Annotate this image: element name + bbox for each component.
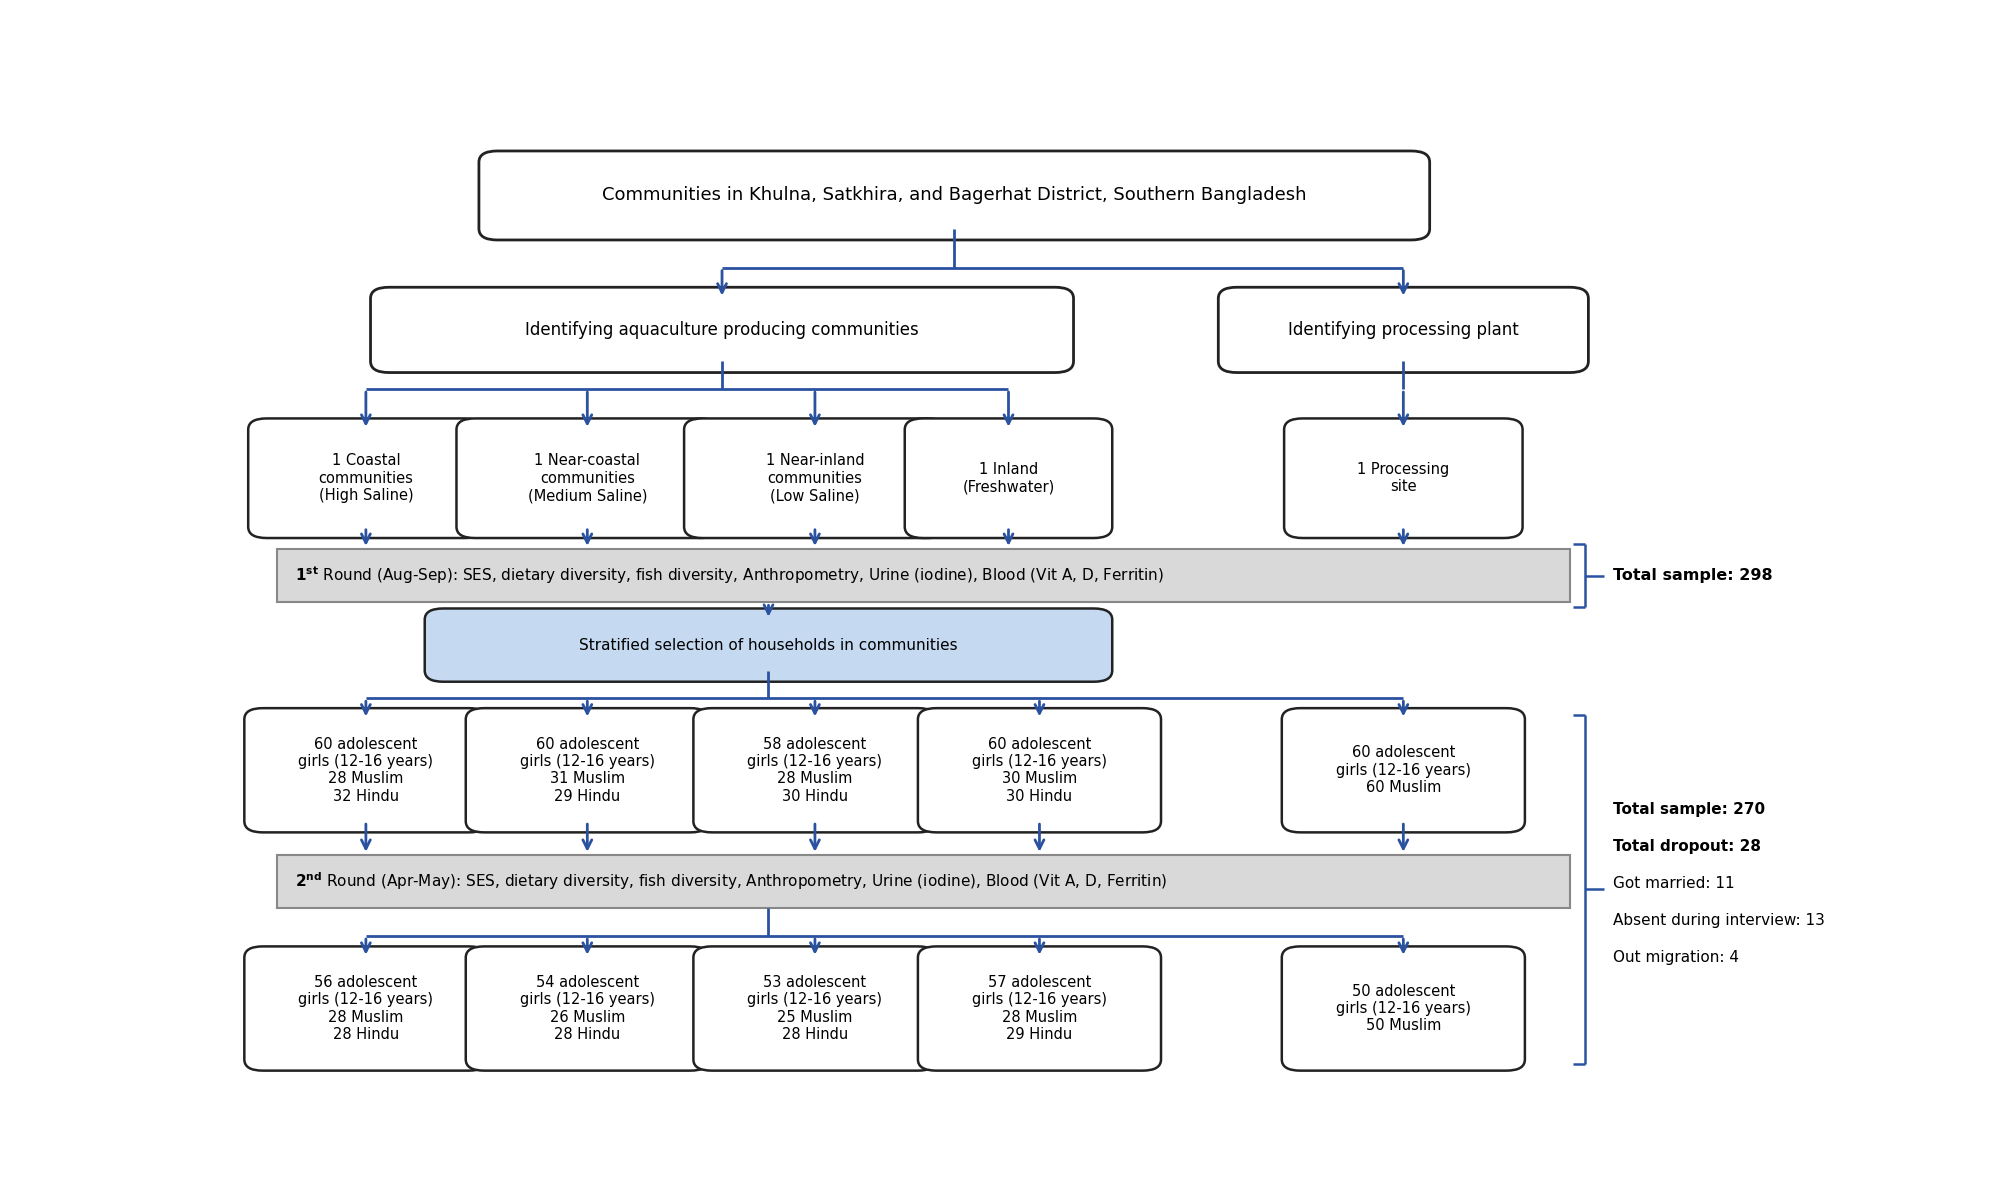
Text: 56 adolescent
girls (12-16 years)
28 Muslim
28 Hindu: 56 adolescent girls (12-16 years) 28 Mus… (298, 975, 434, 1043)
FancyBboxPatch shape (456, 419, 717, 538)
Text: $\mathbf{2}^{\mathbf{nd}}$ Round (Apr-May): SES, dietary diversity, fish diversi: $\mathbf{2}^{\mathbf{nd}}$ Round (Apr-Ma… (296, 870, 1167, 892)
FancyBboxPatch shape (917, 708, 1161, 832)
Text: 58 adolescent
girls (12-16 years)
28 Muslim
30 Hindu: 58 adolescent girls (12-16 years) 28 Mus… (747, 737, 883, 804)
Text: 60 adolescent
girls (12-16 years)
31 Muslim
29 Hindu: 60 adolescent girls (12-16 years) 31 Mus… (519, 737, 655, 804)
FancyBboxPatch shape (278, 855, 1570, 908)
FancyBboxPatch shape (466, 708, 709, 832)
Text: 53 adolescent
girls (12-16 years)
25 Muslim
28 Hindu: 53 adolescent girls (12-16 years) 25 Mus… (747, 975, 883, 1043)
FancyBboxPatch shape (480, 150, 1431, 240)
Text: 57 adolescent
girls (12-16 years)
28 Muslim
29 Hindu: 57 adolescent girls (12-16 years) 28 Mus… (971, 975, 1107, 1043)
FancyBboxPatch shape (278, 549, 1570, 602)
Text: 1 Coastal
communities
(High Saline): 1 Coastal communities (High Saline) (318, 454, 414, 503)
Text: Stratified selection of households in communities: Stratified selection of households in co… (579, 638, 957, 653)
FancyBboxPatch shape (1283, 946, 1524, 1070)
FancyBboxPatch shape (1285, 419, 1522, 538)
FancyBboxPatch shape (693, 708, 937, 832)
FancyBboxPatch shape (905, 419, 1113, 538)
FancyBboxPatch shape (466, 946, 709, 1070)
FancyBboxPatch shape (693, 946, 937, 1070)
FancyBboxPatch shape (917, 946, 1161, 1070)
Text: Out migration: 4: Out migration: 4 (1612, 950, 1738, 966)
FancyBboxPatch shape (1219, 288, 1588, 372)
Text: Identifying processing plant: Identifying processing plant (1289, 321, 1518, 338)
Text: 60 adolescent
girls (12-16 years)
60 Muslim: 60 adolescent girls (12-16 years) 60 Mus… (1337, 745, 1471, 795)
Text: Got married: 11: Got married: 11 (1612, 875, 1734, 891)
Text: 54 adolescent
girls (12-16 years)
26 Muslim
28 Hindu: 54 adolescent girls (12-16 years) 26 Mus… (519, 975, 655, 1043)
FancyBboxPatch shape (426, 608, 1113, 681)
Text: 1 Inland
(Freshwater): 1 Inland (Freshwater) (963, 462, 1055, 495)
FancyBboxPatch shape (1283, 708, 1524, 832)
FancyBboxPatch shape (244, 708, 488, 832)
FancyBboxPatch shape (370, 288, 1073, 372)
Text: Absent during interview: 13: Absent during interview: 13 (1612, 913, 1824, 928)
FancyBboxPatch shape (244, 946, 488, 1070)
Text: Identifying aquaculture producing communities: Identifying aquaculture producing commun… (525, 321, 919, 338)
Text: 50 adolescent
girls (12-16 years)
50 Muslim: 50 adolescent girls (12-16 years) 50 Mus… (1337, 984, 1471, 1033)
Text: 1 Near-coastal
communities
(Medium Saline): 1 Near-coastal communities (Medium Salin… (527, 454, 647, 503)
Text: $\mathbf{1}^{\mathbf{st}}$ Round (Aug-Sep): SES, dietary diversity, fish diversi: $\mathbf{1}^{\mathbf{st}}$ Round (Aug-Se… (296, 565, 1165, 586)
Text: 1 Processing
site: 1 Processing site (1357, 462, 1449, 495)
FancyBboxPatch shape (683, 419, 945, 538)
FancyBboxPatch shape (248, 419, 484, 538)
Text: 60 adolescent
girls (12-16 years)
28 Muslim
32 Hindu: 60 adolescent girls (12-16 years) 28 Mus… (298, 737, 434, 804)
Text: Communities in Khulna, Satkhira, and Bagerhat District, Southern Bangladesh: Communities in Khulna, Satkhira, and Bag… (601, 187, 1307, 205)
Text: 1 Near-inland
communities
(Low Saline): 1 Near-inland communities (Low Saline) (765, 454, 865, 503)
Text: 60 adolescent
girls (12-16 years)
30 Muslim
30 Hindu: 60 adolescent girls (12-16 years) 30 Mus… (971, 737, 1107, 804)
Text: Total dropout: 28: Total dropout: 28 (1612, 839, 1760, 854)
Text: Total sample: 270: Total sample: 270 (1612, 802, 1766, 816)
Text: Total sample: 298: Total sample: 298 (1612, 568, 1772, 583)
